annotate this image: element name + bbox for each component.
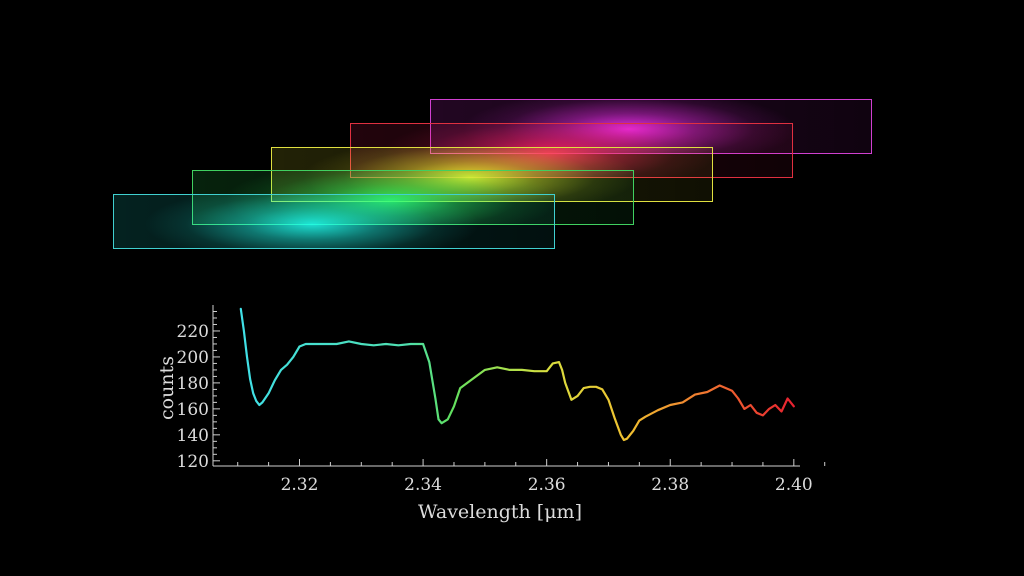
y-tick-label: 140 xyxy=(177,426,209,446)
series-group xyxy=(239,307,795,442)
y-tick-label: 180 xyxy=(177,374,209,394)
y-tick-label: 220 xyxy=(177,322,209,342)
y-tick-label: 160 xyxy=(177,400,209,420)
spectrum-line xyxy=(239,307,795,442)
axes xyxy=(212,305,800,467)
x-tick-label: 2.36 xyxy=(528,475,566,495)
y-axis-title: counts xyxy=(156,356,178,420)
y-tick-label: 120 xyxy=(177,452,209,472)
x-tick-label: 2.38 xyxy=(651,475,689,495)
x-tick-label: 2.34 xyxy=(404,475,442,495)
x-tick-label: 2.32 xyxy=(281,475,319,495)
strip-cyan xyxy=(113,194,555,249)
x-axis-title: Wavelength [μm] xyxy=(418,501,582,523)
y-tick-label: 200 xyxy=(177,348,209,368)
x-tick-label: 2.40 xyxy=(775,475,813,495)
ticks: 120 140 160 180 200 220 2.32 2.34 2.36 2.38 2.40 xyxy=(177,310,826,495)
